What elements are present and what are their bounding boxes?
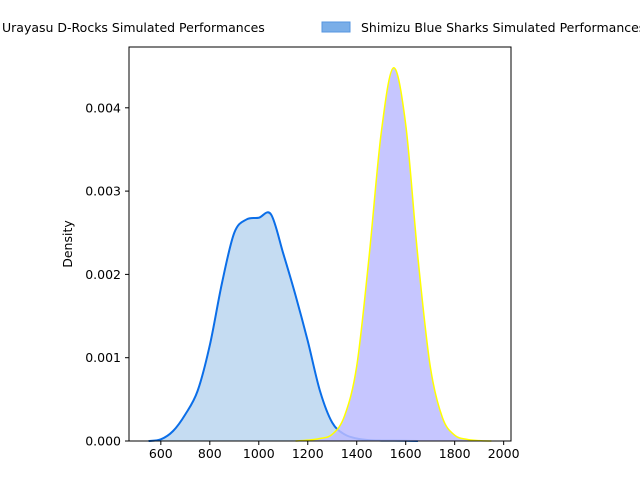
series-0-area xyxy=(148,212,418,441)
legend-label-shimizu: Shimizu Blue Sharks Simulated Performanc… xyxy=(361,20,640,35)
legend-swatch-shimizu xyxy=(321,21,351,33)
series-1-area xyxy=(295,67,492,441)
plot-frame xyxy=(128,46,512,442)
x-tick-label: 1600 xyxy=(390,446,422,461)
x-tick-label: 600 xyxy=(149,446,173,461)
x-axis: 600 800 1000 1200 1400 1600 1800 2000 xyxy=(149,441,520,461)
y-axis: 0.000 0.001 0.002 0.003 0.004 xyxy=(85,100,129,449)
legend: Urayasu D-Rocks Simulated Performances S… xyxy=(2,20,640,35)
y-tick-label: 0.001 xyxy=(85,350,121,365)
series-layer xyxy=(148,67,492,442)
y-axis-label: Density xyxy=(60,220,75,268)
x-tick-label: 2000 xyxy=(488,446,520,461)
y-tick-label: 0.000 xyxy=(85,434,121,449)
series-1-line xyxy=(295,67,492,442)
x-tick-label: 1800 xyxy=(439,446,471,461)
x-tick-label: 1400 xyxy=(341,446,373,461)
x-tick-label: 1200 xyxy=(292,446,324,461)
x-tick-label: 800 xyxy=(198,446,222,461)
y-tick-label: 0.003 xyxy=(85,184,121,199)
y-tick-label: 0.004 xyxy=(85,100,121,115)
x-tick-label: 1000 xyxy=(243,446,275,461)
legend-label-urayasu: Urayasu D-Rocks Simulated Performances xyxy=(2,20,265,35)
y-tick-label: 0.002 xyxy=(85,267,121,282)
